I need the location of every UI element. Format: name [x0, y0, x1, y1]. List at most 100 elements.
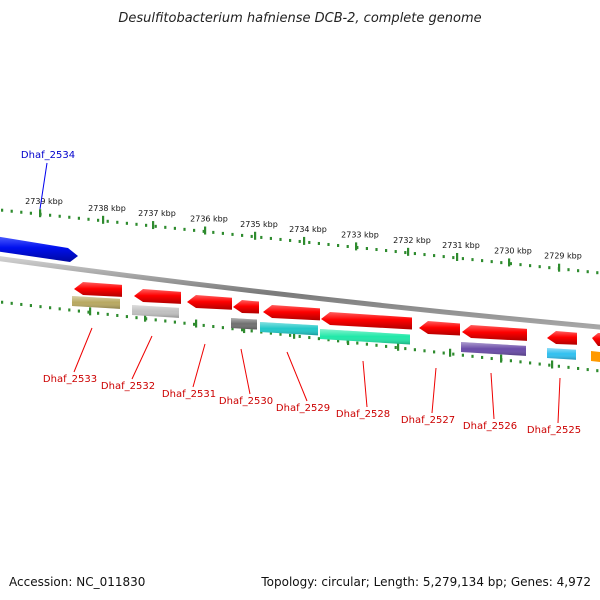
scale-dot [433, 254, 436, 258]
map-title: Desulfitobacterium hafniense DCB-2, comp… [118, 11, 481, 26]
ruler-dot [164, 319, 167, 323]
ruler-dot [173, 320, 176, 324]
ruler-dot [193, 322, 196, 326]
scale-dot [29, 211, 32, 215]
ruler-dot [596, 369, 599, 373]
scale-major-tick [456, 252, 459, 261]
scale-dot [327, 242, 330, 246]
gene-arrow-dhaf-2525 [547, 331, 577, 345]
scale-dot [77, 216, 80, 220]
ruler-major-tick [144, 313, 147, 322]
scale-dot [423, 253, 426, 257]
scale-dot [49, 213, 52, 217]
scale-dot [317, 241, 320, 245]
ruler-dot [106, 312, 109, 316]
scale-major-tick [102, 215, 105, 224]
gene-label-dhaf-2532: Dhaf_2532 [101, 381, 155, 392]
gene-leader-line [73, 327, 93, 373]
scale-dot [596, 271, 599, 275]
scale-dot [164, 225, 167, 229]
scale-dot [260, 235, 263, 239]
ruler-dot [68, 308, 71, 312]
gene-leader-line [286, 351, 308, 402]
scale-major-tick [254, 231, 257, 240]
gene-arrow-dhaf-2530 [233, 300, 259, 314]
ruler-dot [548, 363, 551, 367]
scale-dot [145, 223, 148, 227]
ruler-dot [356, 341, 359, 345]
gene-leader-line [362, 360, 368, 408]
ruler-dot [231, 327, 234, 331]
ruler-dot [58, 307, 61, 311]
ruler-dot [10, 301, 13, 305]
protein-domain-shade [547, 348, 576, 360]
scale-dot [356, 246, 359, 250]
ruler-dot [87, 310, 90, 314]
gene-arrow-dhaf-2532 [134, 289, 181, 304]
scale-major-tick [558, 263, 561, 272]
scale-dot [375, 248, 378, 252]
ruler-dot [519, 360, 522, 364]
scale-major-tick [303, 236, 306, 245]
ruler-dot [337, 339, 340, 343]
scale-dot [490, 260, 493, 264]
scale-major-tick [152, 221, 155, 230]
ruler-dot [509, 359, 512, 363]
gene-label-dhaf-2530: Dhaf_2530 [219, 396, 273, 407]
protein-domain-shade [260, 322, 318, 336]
ruler-dot [452, 352, 455, 356]
ruler-dot [586, 368, 589, 372]
scale-dot [202, 229, 205, 233]
scale-dot [586, 270, 589, 274]
ruler-dot [135, 316, 138, 320]
gene-arrow-dhaf-2531 [187, 295, 232, 310]
gene-leader-line [431, 367, 437, 414]
gene-leader-line [557, 377, 561, 424]
scale-dot [87, 217, 90, 221]
scale-dot [193, 228, 196, 232]
gene-arrow-dhaf-2529 [263, 305, 320, 321]
scale-tick-label: 2739 kbp [25, 197, 63, 206]
scale-dot [97, 218, 100, 222]
ruler-dot [298, 334, 301, 338]
scale-tick-label: 2737 kbp [138, 209, 176, 218]
scale-tick-label: 2732 kbp [393, 236, 431, 245]
scale-dot [404, 251, 407, 255]
scale-major-tick [407, 247, 410, 256]
ruler-dot [529, 361, 532, 365]
scale-tick-label: 2734 kbp [289, 225, 327, 234]
scale-dot [231, 232, 234, 236]
ruler-dot [404, 347, 407, 351]
ruler-dot [538, 362, 541, 366]
scale-dot [346, 244, 349, 248]
scale-dot [279, 237, 282, 241]
reverse-strand-genes: Dhaf_2533Dhaf_2532Dhaf_2531Dhaf_2530Dhaf… [43, 282, 600, 436]
ruler-dot [97, 311, 100, 315]
ruler-major-tick [293, 330, 296, 339]
ruler-major-tick [243, 325, 246, 334]
scale-tick-label: 2738 kbp [88, 204, 126, 213]
scale-dot [221, 231, 224, 235]
scale-dot [106, 219, 109, 223]
ruler-dot [250, 329, 253, 333]
scale-ruler: 2739 kbp 2738 kbp 2737 kbp 2736 kbp 2735 kbp… [1, 197, 599, 275]
scale-dot [308, 240, 311, 244]
scale-dot [135, 222, 138, 226]
scale-dot [20, 210, 23, 214]
ruler-dot [308, 336, 311, 340]
scale-dot [481, 259, 484, 263]
ruler-dot [125, 315, 128, 319]
ruler-dot [212, 325, 215, 329]
protein-domain-shade [132, 305, 179, 318]
gene-leader-line [240, 348, 251, 395]
scale-major-tick [39, 209, 42, 218]
genome-backbone [0, 256, 600, 330]
gene-arrow-dhaf-2526 [462, 325, 527, 341]
ruler-dot [423, 349, 426, 353]
accession-label: Accession: NC_011830 [9, 575, 145, 589]
ruler-dot [116, 313, 119, 317]
ruler-major-tick [397, 342, 400, 351]
ruler-dot [39, 305, 42, 309]
